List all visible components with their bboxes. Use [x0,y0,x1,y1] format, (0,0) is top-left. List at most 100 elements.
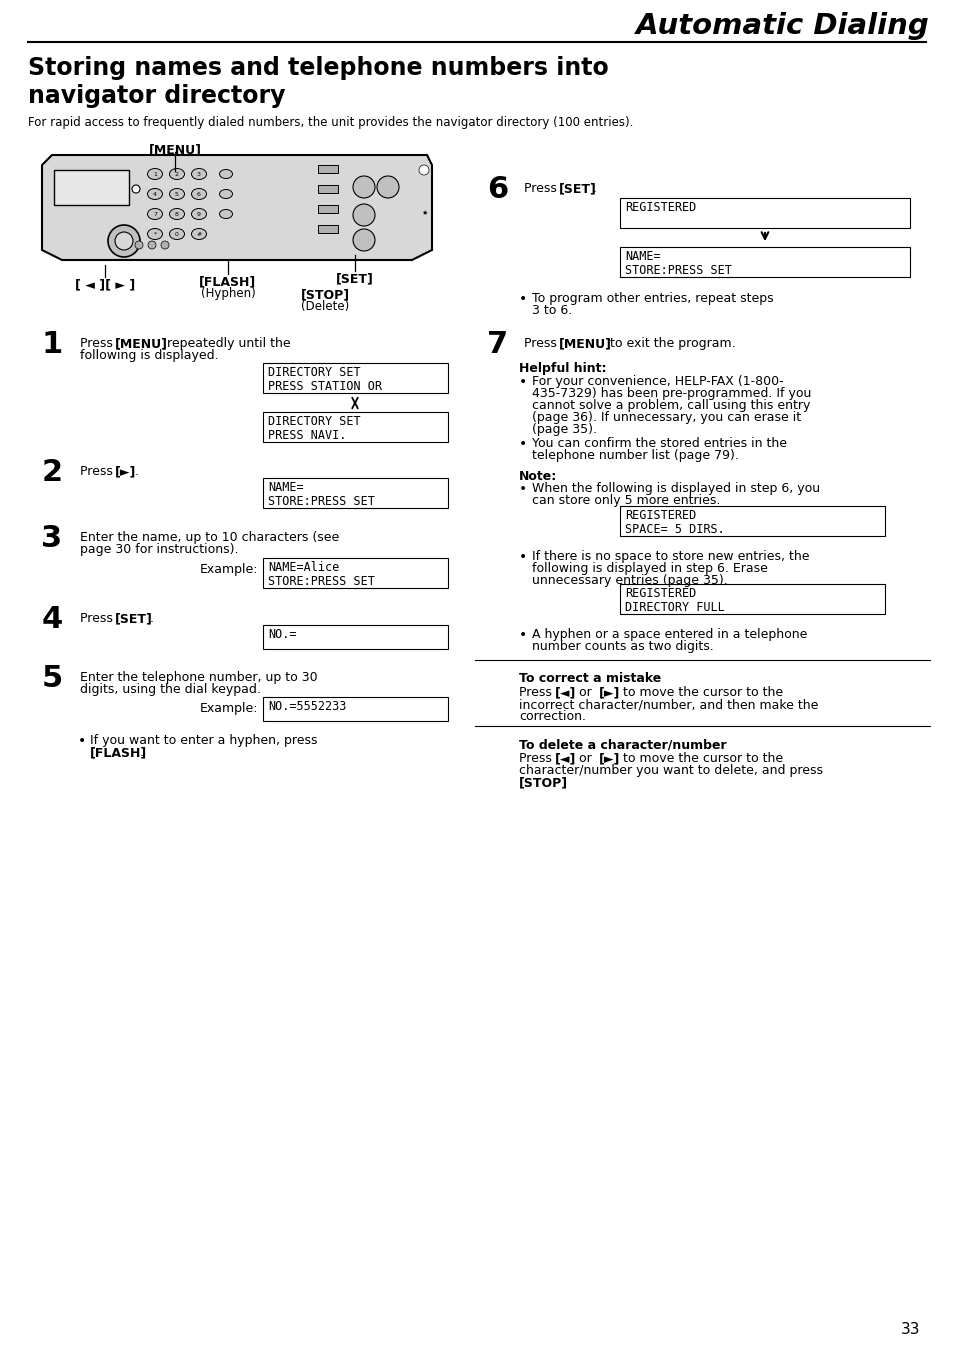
Text: NAME=: NAME= [624,249,659,263]
Text: *: * [153,232,156,236]
Circle shape [132,185,140,193]
Text: .: . [150,612,153,625]
Text: When the following is displayed in step 6, you: When the following is displayed in step … [532,483,820,495]
Text: [MENU]: [MENU] [149,143,201,156]
Text: [ ◄ ][ ► ]: [ ◄ ][ ► ] [74,278,135,291]
Text: (page 36). If unnecessary, you can erase it: (page 36). If unnecessary, you can erase… [532,411,801,425]
Text: [►]: [►] [598,686,619,700]
Ellipse shape [170,189,184,200]
Text: navigator directory: navigator directory [28,84,285,108]
Text: [STOP]: [STOP] [300,288,349,301]
Text: DIRECTORY SET: DIRECTORY SET [268,415,360,429]
Text: 1: 1 [152,171,157,177]
Ellipse shape [170,168,184,179]
Bar [263,479,448,508]
Text: A hyphen or a space entered in a telephone: A hyphen or a space entered in a telepho… [532,628,806,642]
Text: telephone number list (page 79).: telephone number list (page 79). [532,449,739,462]
Circle shape [148,241,156,249]
Text: Press: Press [518,686,556,700]
Text: 4: 4 [41,605,63,634]
Text: Enter the telephone number, up to 30: Enter the telephone number, up to 30 [80,671,317,683]
Text: If you want to enter a hyphen, press: If you want to enter a hyphen, press [90,735,317,747]
Text: [FLASH]: [FLASH] [199,275,256,288]
Text: 0: 0 [175,232,179,236]
Text: 3: 3 [41,524,63,553]
Ellipse shape [170,209,184,220]
Text: REGISTERED: REGISTERED [624,201,696,214]
Text: PRESS NAVI.: PRESS NAVI. [268,429,346,442]
Text: •: • [518,628,527,642]
Circle shape [376,177,398,198]
Ellipse shape [148,189,162,200]
Text: 1: 1 [41,330,63,359]
Text: [FLASH]: [FLASH] [90,745,147,759]
Text: •: • [78,735,86,748]
Text: character/number you want to delete, and press: character/number you want to delete, and… [518,764,822,776]
Text: Press: Press [80,465,117,479]
Text: to move the cursor to the: to move the cursor to the [618,752,782,766]
Ellipse shape [219,170,233,178]
Text: 9: 9 [196,212,201,217]
Text: DIRECTORY SET: DIRECTORY SET [268,367,360,379]
Text: [►]: [►] [598,752,619,766]
Text: [MENU]: [MENU] [558,337,612,350]
Text: Press: Press [80,612,117,625]
Ellipse shape [148,209,162,220]
Text: NO.=: NO.= [268,628,296,642]
Text: Press: Press [80,337,117,350]
Bar [619,584,884,613]
Text: STORE:PRESS SET: STORE:PRESS SET [268,495,375,508]
Text: To program other entries, repeat steps: To program other entries, repeat steps [532,293,773,305]
Text: Note:: Note: [518,470,557,483]
Ellipse shape [170,229,184,240]
Text: Press: Press [523,337,560,350]
Text: •: • [518,550,527,563]
Text: following is displayed in step 6. Erase: following is displayed in step 6. Erase [532,562,767,576]
Ellipse shape [192,209,206,220]
Text: STORE:PRESS SET: STORE:PRESS SET [268,576,375,588]
Text: 8: 8 [175,212,179,217]
Bar [263,697,448,721]
Bar [619,247,909,276]
Text: •: • [518,293,527,306]
Bar [317,225,337,233]
Text: You can confirm the stored entries in the: You can confirm the stored entries in th… [532,437,786,450]
Text: can store only 5 more entries.: can store only 5 more entries. [532,493,720,507]
Text: digits, using the dial keypad.: digits, using the dial keypad. [80,683,260,696]
Bar [317,164,337,173]
Text: 6: 6 [197,191,201,197]
Text: •: • [518,375,527,390]
Text: DIRECTORY FULL: DIRECTORY FULL [624,601,724,613]
Text: Helpful hint:: Helpful hint: [518,363,606,375]
Text: 2: 2 [174,171,179,177]
Text: For your convenience, HELP-FAX (1-800-: For your convenience, HELP-FAX (1-800- [532,375,782,388]
Text: page 30 for instructions).: page 30 for instructions). [80,543,238,555]
Text: 5: 5 [175,191,179,197]
Ellipse shape [219,209,233,218]
Bar [263,363,448,394]
Bar [263,625,448,648]
Text: number counts as two digits.: number counts as two digits. [532,640,713,652]
Text: NAME=Alice: NAME=Alice [268,561,339,574]
Text: 7: 7 [487,330,508,359]
Text: 4: 4 [152,191,157,197]
Text: (Delete): (Delete) [300,301,349,313]
Text: correction.: correction. [518,710,585,723]
Text: REGISTERED: REGISTERED [624,586,696,600]
Bar [54,170,129,205]
Text: 2: 2 [41,458,63,487]
Text: #: # [196,232,201,236]
Circle shape [108,225,140,257]
Text: [◄]: [◄] [555,752,576,766]
Text: incorrect character/number, and then make the: incorrect character/number, and then mak… [518,698,818,710]
Text: 33: 33 [900,1322,919,1337]
Text: Press: Press [518,752,556,766]
Text: •: • [518,437,527,452]
Ellipse shape [192,168,206,179]
Text: [◄]: [◄] [555,686,576,700]
Circle shape [353,204,375,226]
Text: •: • [518,483,527,496]
Text: NAME=: NAME= [268,481,303,493]
Ellipse shape [148,229,162,240]
Text: or: or [575,752,595,766]
